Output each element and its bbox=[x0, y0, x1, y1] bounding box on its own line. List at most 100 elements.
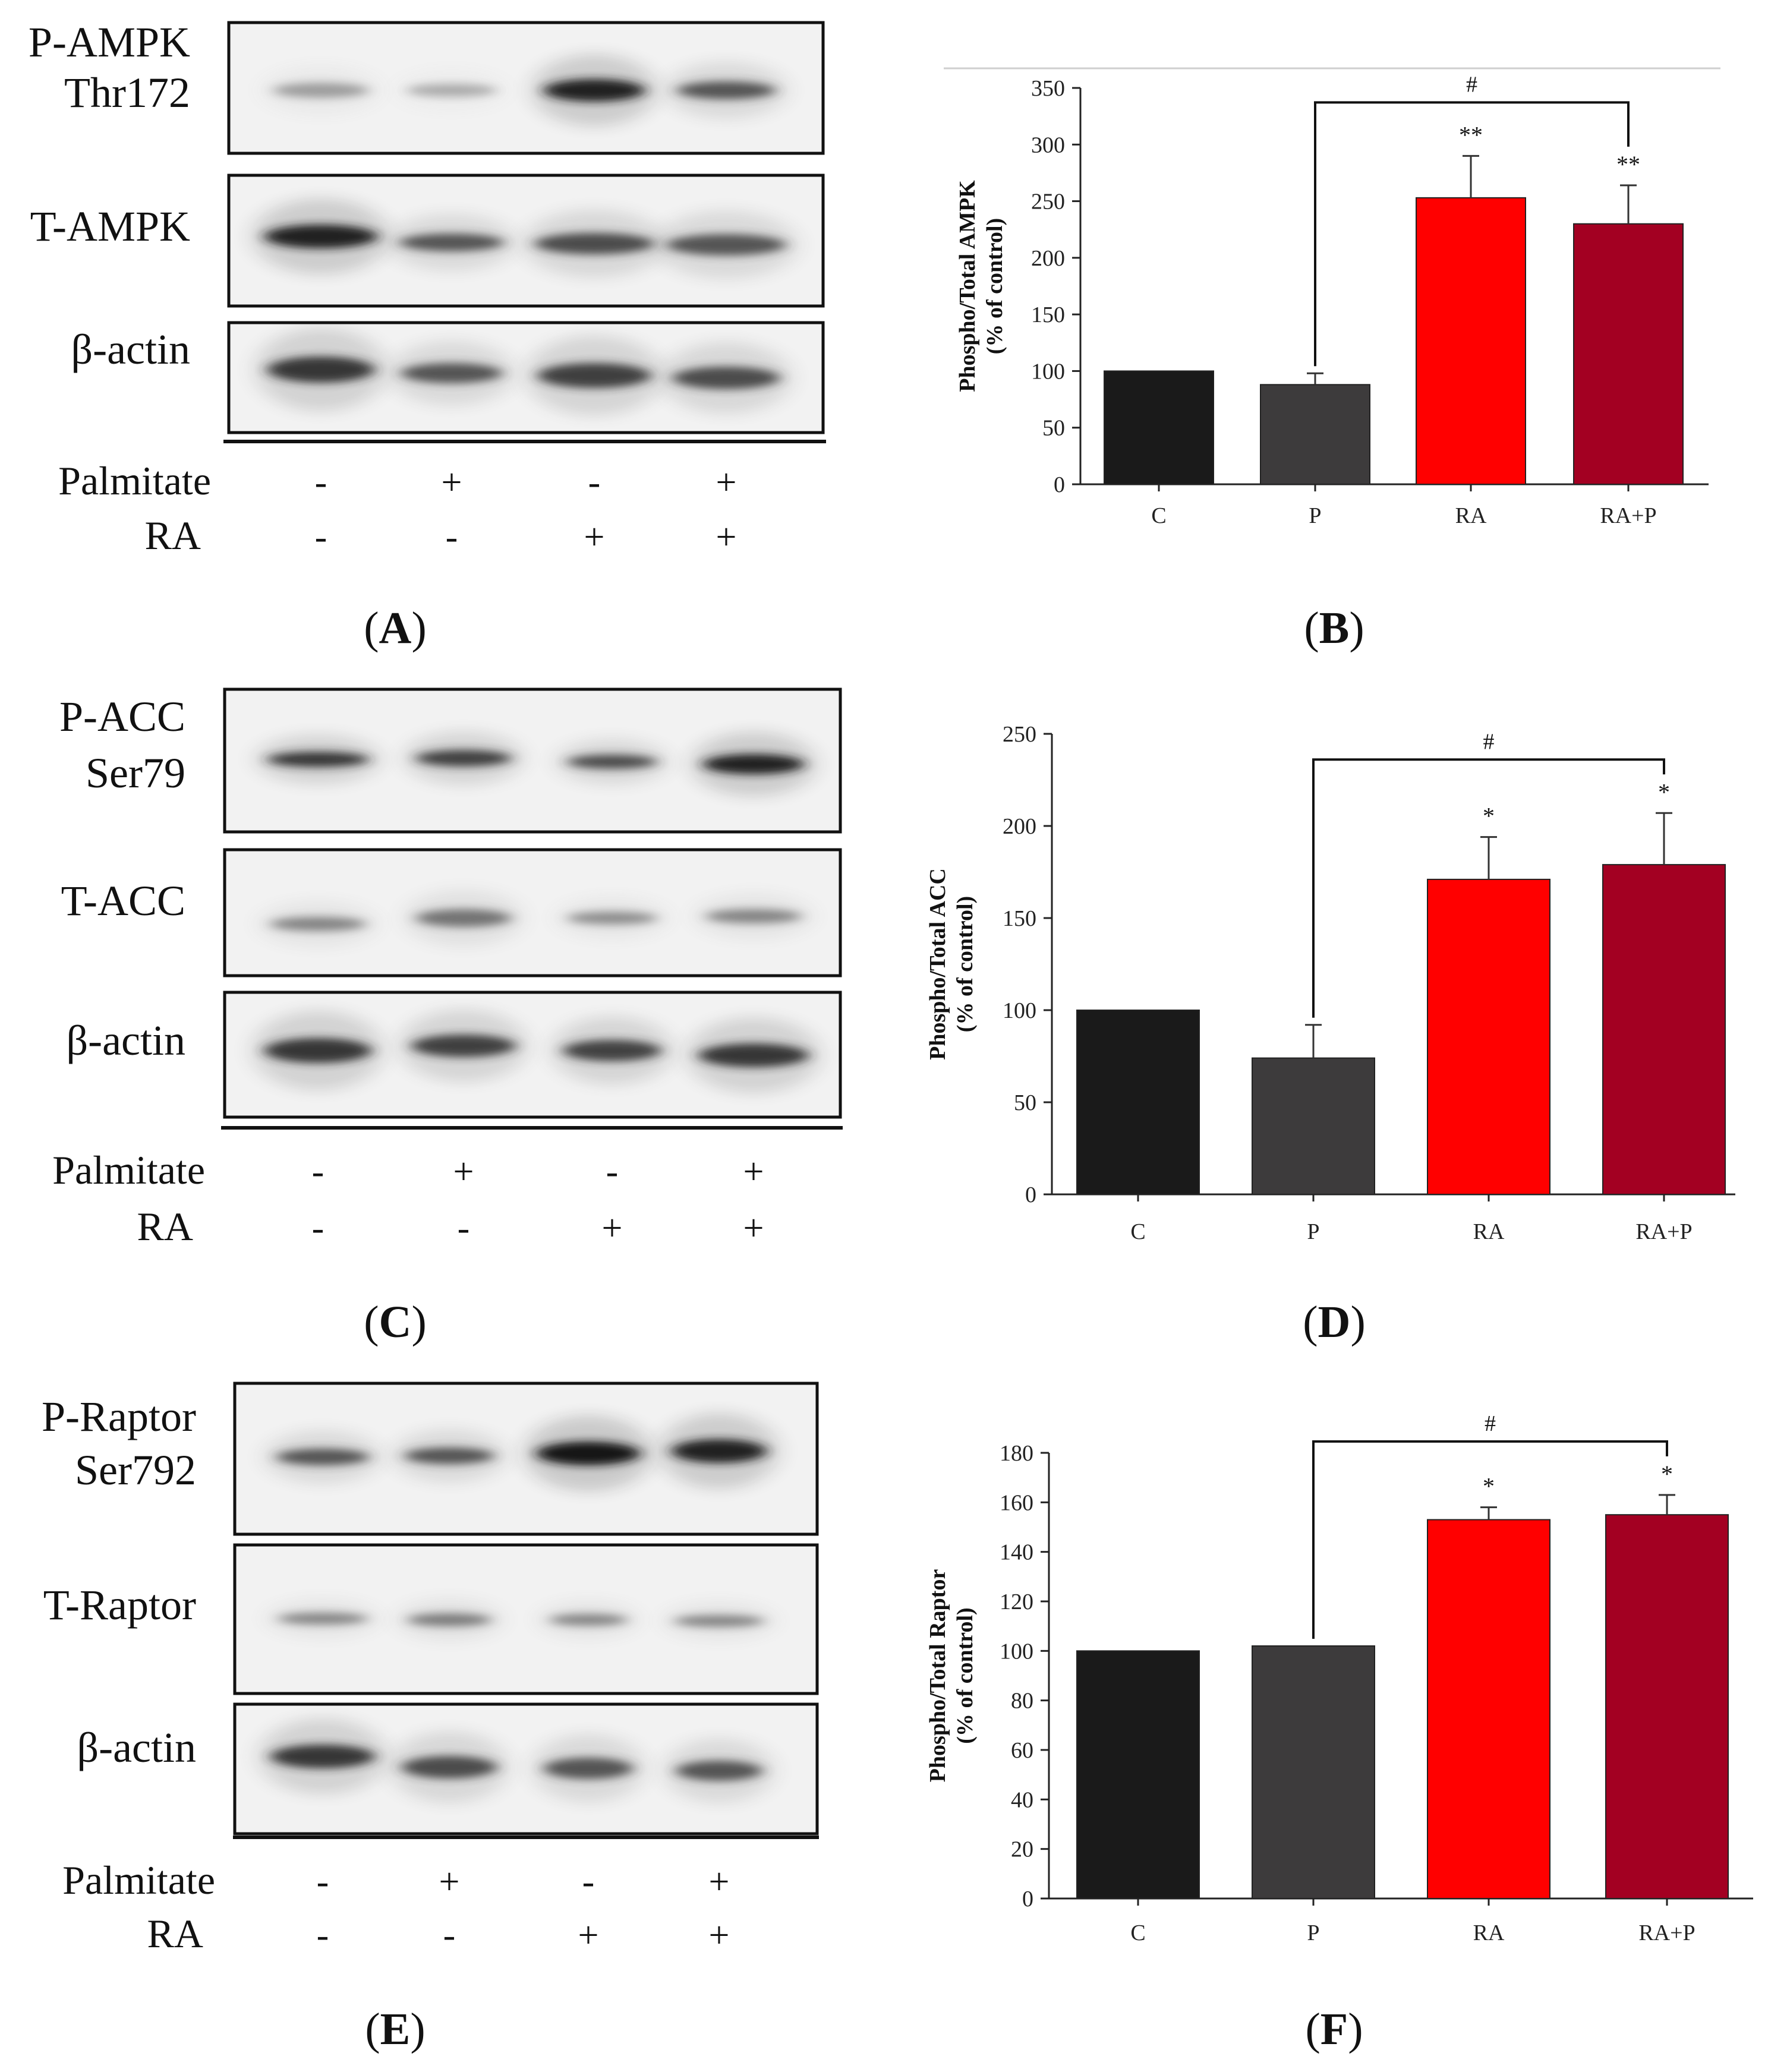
y-tick-label: 150 bbox=[1003, 906, 1036, 931]
significance-mark: * bbox=[1483, 803, 1495, 830]
y-tick-label: 180 bbox=[1000, 1441, 1033, 1466]
treatment-sign: - bbox=[443, 1915, 456, 1956]
blot-band bbox=[401, 363, 502, 383]
significance-mark: * bbox=[1661, 1461, 1673, 1487]
blot-band bbox=[264, 1038, 371, 1063]
treatment-sign: + bbox=[716, 462, 737, 503]
significance-mark: * bbox=[1658, 778, 1670, 805]
significance-mark: ** bbox=[1616, 151, 1640, 178]
y-tick-label: 200 bbox=[1031, 246, 1065, 271]
bar-chart-D: 0 50 100 150 200 250 Phospho/Total ACC (% of co… bbox=[925, 722, 1735, 1244]
blot-band bbox=[675, 1615, 764, 1627]
y-axis-label: (% of control) bbox=[953, 896, 978, 1032]
panel-label-C: (C) bbox=[364, 1297, 427, 1347]
blot-band bbox=[667, 234, 786, 256]
y-axis-label: (% of control) bbox=[982, 218, 1007, 354]
x-tick-label: RA bbox=[1473, 1219, 1505, 1244]
y-tick-label: 100 bbox=[1000, 1639, 1033, 1664]
panel-label-D: (D) bbox=[1303, 1297, 1366, 1347]
blot-band bbox=[407, 84, 496, 97]
blot-band bbox=[278, 1613, 367, 1625]
y-tick-label: 40 bbox=[1011, 1787, 1033, 1812]
treatment-sign: - bbox=[446, 517, 458, 557]
blot-band bbox=[568, 912, 657, 925]
blot-strip: β-actin bbox=[66, 991, 842, 1119]
y-tick-label: 0 bbox=[1025, 1182, 1036, 1207]
blot-row-label: P-AMPK bbox=[29, 18, 190, 66]
y-tick-label: 140 bbox=[1000, 1540, 1033, 1565]
treatment-label: RA bbox=[145, 513, 201, 558]
y-tick-label: 250 bbox=[1031, 190, 1065, 215]
y-tick-label: 0 bbox=[1054, 472, 1065, 497]
blot-band bbox=[676, 1761, 762, 1781]
blot-band bbox=[703, 754, 804, 774]
treatment-sign: - bbox=[458, 1208, 470, 1248]
x-tick-label: C bbox=[1151, 503, 1166, 528]
blot-strip: P-Raptor Ser792 bbox=[42, 1382, 819, 1536]
treatment-label: Palmitate bbox=[52, 1147, 205, 1193]
blot-band bbox=[698, 1043, 809, 1067]
treatment-sign: + bbox=[716, 517, 737, 557]
panel-labels: (A) (C) (E) (B) (D) (F) bbox=[364, 603, 1366, 2054]
x-tick-label: C bbox=[1130, 1920, 1145, 1945]
treatment-sign: - bbox=[312, 1208, 324, 1248]
blot-band bbox=[264, 225, 377, 248]
blot-panel-E: P-Raptor Ser792 T-Raptor β-actin Palmitate - +… bbox=[42, 1382, 819, 1956]
y-tick-label: 100 bbox=[1031, 359, 1065, 384]
x-tick-label: RA+P bbox=[1638, 1920, 1695, 1945]
treatment-label: RA bbox=[147, 1911, 203, 1956]
blot-band bbox=[568, 755, 657, 769]
y-tick-label: 100 bbox=[1003, 998, 1036, 1023]
bracket-label: # bbox=[1466, 72, 1477, 97]
bar-RA bbox=[1416, 197, 1526, 485]
treatment-sign: + bbox=[439, 1862, 460, 1902]
blot-row-label: β-actin bbox=[77, 1724, 196, 1771]
y-axis-label: Phospho/Total ACC bbox=[925, 868, 950, 1060]
blot-band bbox=[677, 81, 776, 99]
blot-row-label: Ser792 bbox=[75, 1446, 196, 1494]
bar-C bbox=[1076, 1650, 1200, 1899]
treatment-sign: - bbox=[588, 462, 601, 503]
treatment-label: Palmitate bbox=[58, 458, 211, 503]
blot-row-label: T-Raptor bbox=[43, 1581, 196, 1629]
blot-row-label: Ser79 bbox=[86, 749, 185, 797]
blot-band bbox=[267, 752, 368, 767]
x-tick-label: P bbox=[1307, 1920, 1319, 1945]
y-tick-label: 50 bbox=[1014, 1090, 1036, 1115]
panel-label-B: (B) bbox=[1304, 603, 1364, 653]
blot-strip: T-AMPK bbox=[30, 174, 825, 308]
y-axis-label: Phospho/Total AMPK bbox=[955, 180, 980, 392]
blot-band bbox=[276, 1449, 369, 1465]
y-tick-label: 60 bbox=[1011, 1738, 1033, 1763]
blot-row-label: P-ACC bbox=[59, 693, 185, 740]
treatment-sign: - bbox=[606, 1152, 619, 1192]
bar-RA bbox=[1427, 878, 1550, 1195]
bracket-label: # bbox=[1485, 1411, 1496, 1436]
bar-chart-F: 0 20 40 60 80 100 120 140 160 180 Phospho/Total Ra… bbox=[925, 1411, 1753, 1945]
x-tick-label: RA+P bbox=[1635, 1219, 1692, 1244]
blot-strip: T-Raptor bbox=[43, 1543, 819, 1695]
treatment-sign: + bbox=[602, 1208, 623, 1248]
x-tick-label: P bbox=[1309, 503, 1321, 528]
blot-band bbox=[416, 909, 511, 927]
treatment-sign: - bbox=[317, 1915, 329, 1956]
bar-P bbox=[1252, 1645, 1375, 1899]
treatment-label: RA bbox=[137, 1204, 193, 1249]
blot-band bbox=[673, 367, 780, 389]
bar-RA+P bbox=[1602, 864, 1726, 1195]
y-tick-label: 300 bbox=[1031, 133, 1065, 157]
blot-strip: β-actin bbox=[71, 321, 825, 434]
blot-row-label: T-AMPK bbox=[30, 203, 190, 250]
treatment-sign: + bbox=[584, 517, 605, 557]
blot-strip: β-actin bbox=[77, 1702, 819, 1836]
bar-C bbox=[1076, 1010, 1200, 1195]
y-tick-label: 20 bbox=[1011, 1837, 1033, 1862]
treatment-sign: + bbox=[453, 1152, 474, 1192]
blot-band bbox=[563, 1040, 661, 1061]
blot-row-label: Thr172 bbox=[64, 69, 190, 116]
x-tick-label: RA+P bbox=[1600, 503, 1656, 528]
blot-band bbox=[544, 1758, 633, 1779]
